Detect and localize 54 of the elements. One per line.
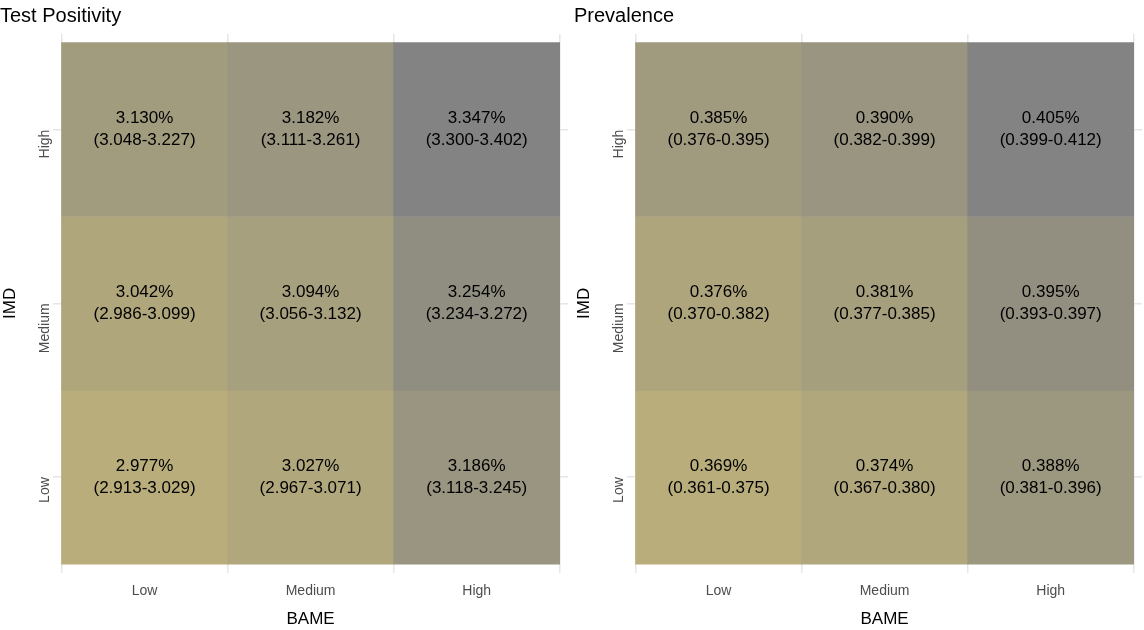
y-tick-label: Low — [36, 476, 53, 503]
annotation: (2.913-3.029) — [93, 477, 196, 497]
data-label: 3.182% — [281, 108, 340, 128]
x-tick-label: Low — [705, 582, 733, 599]
x-tick-label: Low — [131, 582, 159, 599]
y-tick-label: High — [36, 129, 53, 159]
annotation: (3.111-3.261) — [260, 130, 361, 150]
x-tick-label: Medium — [859, 582, 910, 599]
annotation: (2.967-3.071) — [259, 477, 362, 497]
y-tick-label: Medium — [610, 303, 627, 354]
annotation: (3.234-3.272) — [425, 304, 528, 324]
annotation: (0.361-0.375) — [667, 477, 770, 497]
annotation: (2.986-3.099) — [93, 304, 196, 324]
data-label: 3.130% — [115, 108, 174, 128]
y-axis-title: IMD — [0, 287, 19, 319]
annotation: (0.376-0.395) — [667, 130, 770, 150]
chart-title: Test Positivity — [0, 3, 122, 26]
annotation: (3.048-3.227) — [93, 130, 196, 150]
x-axis-title: BAME — [860, 609, 909, 629]
annotation: (0.382-0.399) — [833, 130, 936, 150]
annotation: (0.381-0.396) — [999, 477, 1102, 497]
data-label: 0.405% — [1021, 108, 1080, 128]
data-label: 0.374% — [855, 455, 914, 475]
data-label: 0.390% — [855, 108, 914, 128]
data-label: 3.042% — [115, 282, 174, 302]
y-tick-label: Low — [610, 476, 627, 503]
data-label: 3.254% — [447, 282, 506, 302]
annotation: (0.370-0.382) — [667, 304, 770, 324]
data-label: 0.369% — [689, 455, 748, 475]
data-label: 3.186% — [447, 455, 506, 475]
annotation: (0.367-0.380) — [833, 477, 936, 497]
y-tick-label: Medium — [36, 303, 53, 354]
annotation: (3.056-3.132) — [259, 304, 362, 324]
annotation: (0.393-0.397) — [999, 304, 1102, 324]
data-label: 0.395% — [1021, 282, 1080, 302]
y-tick-label: High — [610, 129, 627, 159]
x-tick-label: High — [1036, 582, 1066, 599]
data-label: 0.385% — [689, 108, 748, 128]
annotation: (3.118-3.245) — [426, 477, 528, 497]
chart-title: Prevalence — [574, 3, 675, 26]
annotation: (0.377-0.385) — [833, 304, 936, 324]
data-label: 0.388% — [1021, 455, 1080, 475]
data-label: 2.977% — [115, 455, 174, 475]
data-label: 0.376% — [689, 282, 748, 302]
data-label: 3.094% — [281, 282, 340, 302]
x-axis-title: BAME — [286, 609, 335, 629]
x-tick-label: Medium — [285, 582, 336, 599]
annotation: (0.399-0.412) — [999, 130, 1102, 150]
data-label: 3.347% — [447, 108, 506, 128]
y-axis-title: IMD — [573, 287, 593, 319]
x-tick-label: High — [462, 582, 492, 599]
annotation: (3.300-3.402) — [425, 130, 528, 150]
data-label: 0.381% — [855, 282, 914, 302]
data-label: 3.027% — [281, 455, 340, 475]
